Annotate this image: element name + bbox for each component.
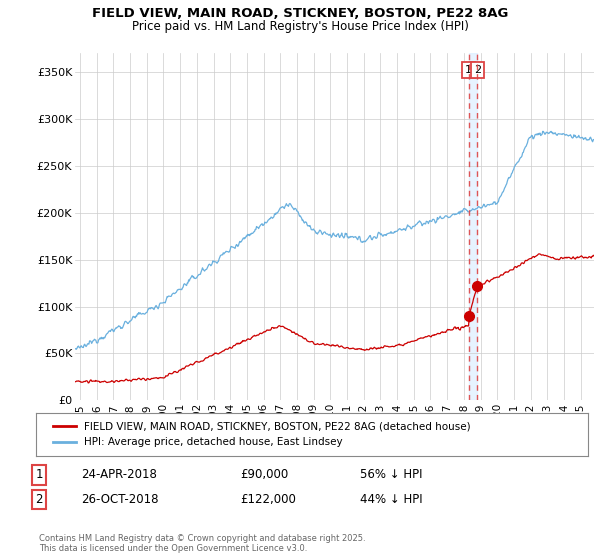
Text: Price paid vs. HM Land Registry's House Price Index (HPI): Price paid vs. HM Land Registry's House … <box>131 20 469 32</box>
Text: 26-OCT-2018: 26-OCT-2018 <box>81 493 158 506</box>
Legend: FIELD VIEW, MAIN ROAD, STICKNEY, BOSTON, PE22 8AG (detached house), HPI: Average: FIELD VIEW, MAIN ROAD, STICKNEY, BOSTON,… <box>47 416 477 454</box>
Text: 56% ↓ HPI: 56% ↓ HPI <box>360 468 422 482</box>
Text: 24-APR-2018: 24-APR-2018 <box>81 468 157 482</box>
Text: 2: 2 <box>35 493 43 506</box>
Text: £90,000: £90,000 <box>240 468 288 482</box>
Text: 44% ↓ HPI: 44% ↓ HPI <box>360 493 422 506</box>
Text: £122,000: £122,000 <box>240 493 296 506</box>
Text: 2: 2 <box>474 65 481 75</box>
Bar <box>469 53 478 400</box>
Text: FIELD VIEW, MAIN ROAD, STICKNEY, BOSTON, PE22 8AG: FIELD VIEW, MAIN ROAD, STICKNEY, BOSTON,… <box>92 7 508 20</box>
Text: 1: 1 <box>35 468 43 482</box>
Text: Contains HM Land Registry data © Crown copyright and database right 2025.
This d: Contains HM Land Registry data © Crown c… <box>39 534 365 553</box>
Text: 1: 1 <box>465 65 472 75</box>
